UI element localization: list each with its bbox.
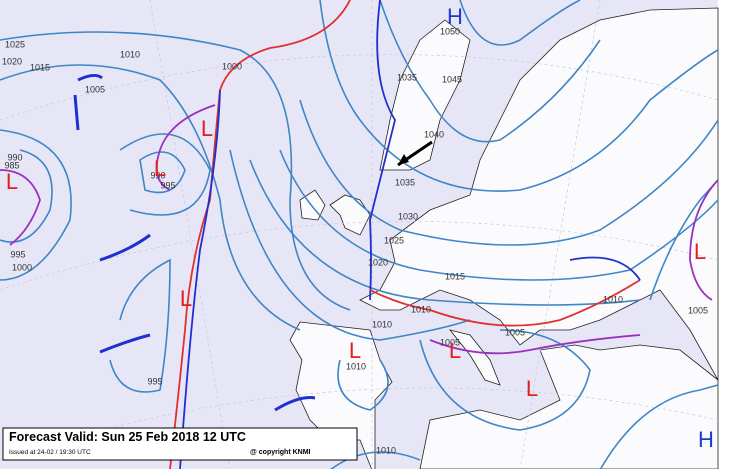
- legend-frame: [2, 427, 358, 461]
- issued: Issued at 24-02 / 19:30 UTC: [9, 449, 91, 456]
- pressure-label: 1020: [2, 56, 22, 66]
- pressure-label: 1025: [5, 39, 25, 49]
- pressure-label: 990: [7, 152, 22, 162]
- low-centre: L: [180, 286, 192, 311]
- pressure-label: 990: [150, 170, 165, 180]
- high-centre: H: [447, 4, 463, 29]
- copyright: @ copyright KNMI: [250, 449, 311, 456]
- pressure-label: 1005: [440, 337, 460, 347]
- pressure-label: 1025: [384, 235, 404, 245]
- pressure-centres: H H L L L L L L L L: [6, 4, 714, 452]
- pressure-label: 1040: [424, 129, 444, 139]
- pressure-label: 1000: [12, 262, 32, 272]
- pressure-label: 1010: [346, 361, 366, 371]
- pressure-label: 1010: [120, 49, 140, 59]
- pressure-label: 1030: [398, 211, 418, 221]
- pressure-label: 995: [147, 376, 162, 386]
- pressure-label: 1005: [85, 84, 105, 94]
- pressure-label: 1035: [397, 72, 417, 82]
- forecast-valid: Forecast Valid: Sun 25 Feb 2018 12 UTC: [9, 430, 246, 444]
- low-centre: L: [449, 338, 461, 363]
- legend-box: Forecast Valid: Sun 25 Feb 2018 12 UTC I…: [2, 427, 358, 461]
- high-centre: H: [698, 427, 714, 452]
- pressure-label: 1005: [688, 305, 708, 315]
- pressure-label: 995: [10, 249, 25, 259]
- pressure-label: 1045: [442, 74, 462, 84]
- margin: [718, 0, 732, 469]
- pressure-label: 1010: [372, 319, 392, 329]
- pressure-label: 985: [4, 160, 19, 170]
- pressure-label: 1035: [395, 177, 415, 187]
- pressure-label: 1020: [368, 257, 388, 267]
- low-centre: L: [154, 156, 166, 181]
- pressure-label: 1000: [222, 61, 242, 71]
- pressure-label: 1005: [505, 327, 525, 337]
- pressure-label: 1015: [445, 271, 465, 281]
- pressure-label: 1050: [440, 26, 460, 36]
- pressure-labels: 1025102010151010100599098599510009909951…: [2, 26, 708, 455]
- pressure-label: 1015: [30, 62, 50, 72]
- pressure-label: 1010: [411, 304, 431, 314]
- low-centre: L: [526, 376, 538, 401]
- low-centre: L: [349, 338, 361, 363]
- low-centre: L: [6, 169, 18, 194]
- pressure-label: 995: [160, 180, 175, 190]
- low-centre: L: [694, 239, 706, 264]
- pressure-label: 1010: [376, 445, 396, 455]
- pressure-label: 1010: [603, 294, 623, 304]
- low-centre: L: [201, 116, 213, 141]
